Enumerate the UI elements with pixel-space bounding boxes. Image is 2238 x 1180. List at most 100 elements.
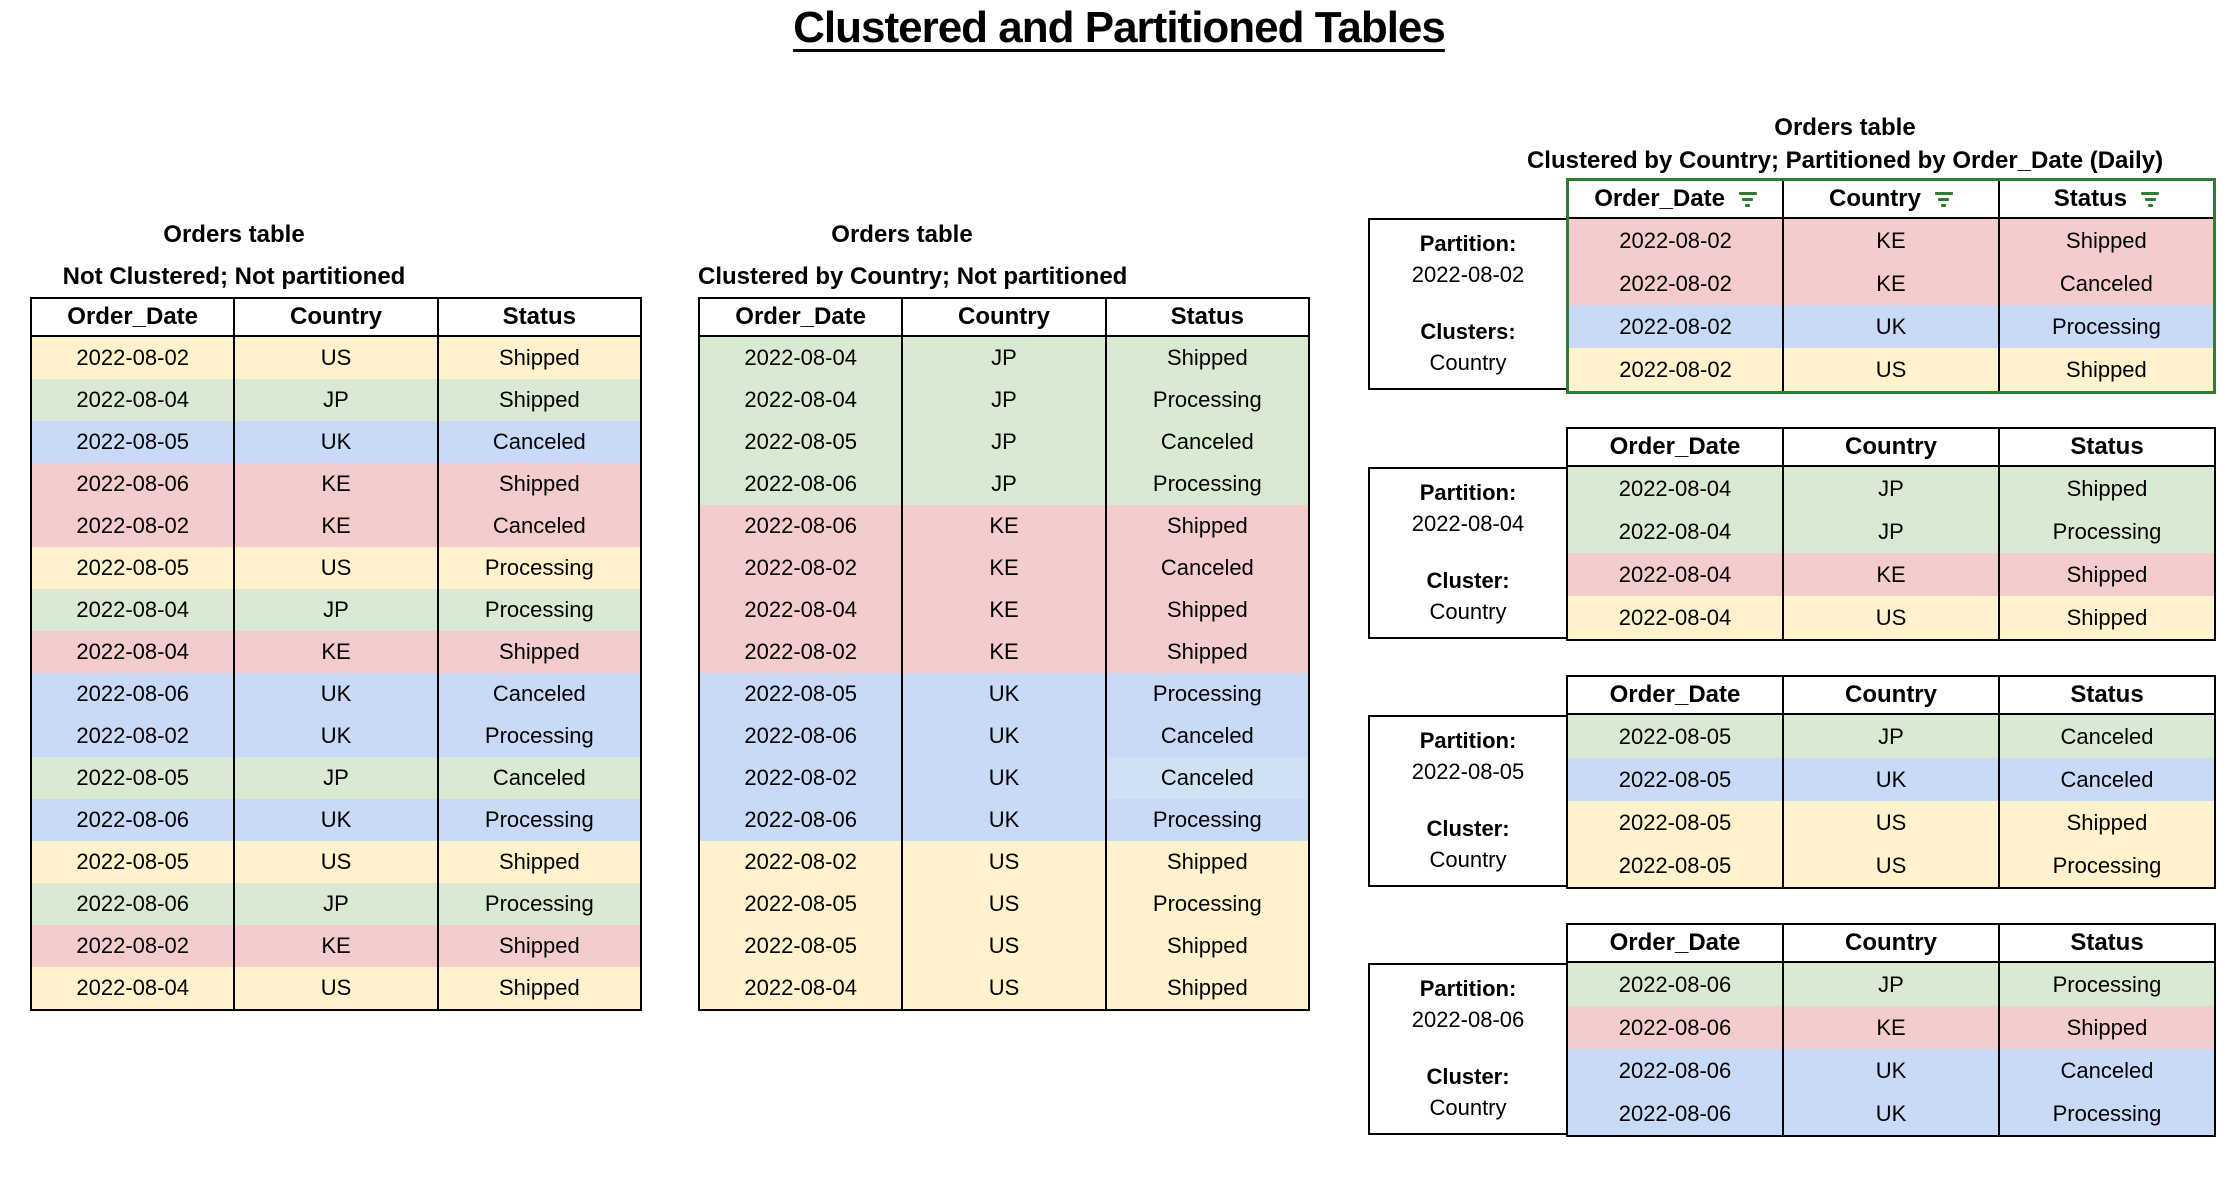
- partition-block-2022-08-06: Partition: 2022-08-06 Cluster: Country O…: [1368, 923, 2216, 1137]
- cell-country: US: [901, 967, 1107, 1010]
- table-row: 2022-08-06 JP Processing: [1566, 962, 2216, 1006]
- cell-status: Shipped: [1104, 967, 1311, 1010]
- cell-country: JP: [233, 757, 439, 799]
- cell-status: Processing: [1998, 962, 2216, 1006]
- cell-status: Processing: [1998, 844, 2216, 888]
- cell-date: 2022-08-05: [1566, 714, 1784, 758]
- table-row: 2022-08-04 KE Shipped: [697, 589, 1311, 631]
- cell-country: US: [233, 547, 439, 589]
- cell-date: 2022-08-05: [29, 841, 236, 883]
- column-header-status: Status: [1104, 298, 1311, 337]
- cell-status: Shipped: [1997, 218, 2216, 262]
- cell-country: JP: [901, 463, 1107, 505]
- column-header-label: Status: [2053, 185, 2128, 212]
- column-header-label: Order_Date: [1594, 185, 1725, 212]
- cell-status: Canceled: [436, 421, 643, 463]
- table-row: 2022-08-05 JP Canceled: [697, 421, 1311, 463]
- table-row: 2022-08-02 KE Canceled: [1566, 262, 2216, 305]
- table-row: 2022-08-05 US Shipped: [29, 841, 643, 883]
- cell-date: 2022-08-05: [697, 421, 904, 463]
- header-row: Order_Date Country Status: [1566, 924, 2216, 963]
- cell-date: 2022-08-05: [1566, 801, 1784, 844]
- cell-country: KE: [1782, 218, 2000, 262]
- cell-country: KE: [901, 547, 1107, 589]
- table-row: 2022-08-06 UK Canceled: [29, 673, 643, 715]
- cell-date: 2022-08-06: [1566, 1049, 1784, 1092]
- cell-status: Processing: [1104, 379, 1311, 421]
- cell-date: 2022-08-04: [29, 379, 236, 421]
- cell-status: Canceled: [436, 673, 643, 715]
- cell-date: 2022-08-06: [29, 799, 236, 841]
- table-row: 2022-08-04 JP Shipped: [697, 336, 1311, 379]
- cell-status: Processing: [436, 799, 643, 841]
- cell-country: US: [901, 841, 1107, 883]
- table-row: 2022-08-02 US Shipped: [1566, 348, 2216, 393]
- column-header-status: Status: [1998, 676, 2216, 715]
- partition-value: 2022-08-02: [1411, 262, 1525, 287]
- table-row: 2022-08-06 KE Shipped: [1566, 1006, 2216, 1049]
- partition-label: Partition:: [1419, 480, 1517, 505]
- cell-status: Shipped: [436, 631, 643, 673]
- cell-country: US: [1782, 596, 2000, 640]
- cell-date: 2022-08-04: [697, 336, 904, 379]
- partition-block-2022-08-05: Partition: 2022-08-05 Cluster: Country O…: [1368, 675, 2216, 889]
- filter-icon: [1738, 192, 1757, 208]
- cell-status: Canceled: [1104, 421, 1311, 463]
- table-header: Order_Date Country Status: [29, 298, 643, 337]
- table-row: 2022-08-05 UK Canceled: [1566, 758, 2216, 801]
- cell-status: Processing: [1104, 799, 1311, 841]
- cell-date: 2022-08-02: [29, 336, 236, 379]
- cell-country: US: [901, 925, 1107, 967]
- column-header-order-date: Order_Date: [29, 298, 236, 337]
- cell-status: Shipped: [1998, 553, 2216, 596]
- cell-date: 2022-08-05: [29, 757, 236, 799]
- table-body: 2022-08-02 US Shipped 2022-08-04 JP Shipped 20…: [29, 336, 643, 1010]
- cell-status: Shipped: [1104, 841, 1311, 883]
- table-row: 2022-08-04 US Shipped: [29, 967, 643, 1010]
- table-row: 2022-08-06 UK Processing: [697, 799, 1311, 841]
- cell-status: Canceled: [1104, 757, 1311, 799]
- table-row: 2022-08-04 JP Processing: [697, 379, 1311, 421]
- cell-country: US: [233, 336, 439, 379]
- table-row: 2022-08-06 KE Shipped: [697, 505, 1311, 547]
- orders-table-unclustered: Order_Date Country Status 2022-08-02 US Sh…: [29, 297, 643, 1011]
- column-header-status: Status: [1997, 179, 2216, 219]
- cluster-value: Country: [1429, 599, 1507, 624]
- cell-country: UK: [901, 799, 1107, 841]
- table-row: 2022-08-02 US Shipped: [697, 841, 1311, 883]
- cell-country: KE: [233, 925, 439, 967]
- filter-icon: [2141, 192, 2160, 208]
- cell-country: UK: [1782, 1092, 2000, 1136]
- partition-label: Partition:: [1419, 976, 1517, 1001]
- table-row: 2022-08-05 US Processing: [697, 883, 1311, 925]
- partition-label: Partition:: [1419, 728, 1517, 753]
- cell-status: Processing: [436, 883, 643, 925]
- partition-label: Partition:: [1419, 231, 1517, 256]
- table-row: 2022-08-05 US Processing: [1566, 844, 2216, 888]
- cell-country: KE: [233, 463, 439, 505]
- column-header-order-date: Order_Date: [1566, 428, 1784, 467]
- table-row: 2022-08-02 KE Shipped: [1566, 218, 2216, 262]
- cell-status: Processing: [436, 715, 643, 757]
- table-row: 2022-08-06 UK Processing: [1566, 1092, 2216, 1136]
- cell-status: Canceled: [1997, 262, 2216, 305]
- cell-status: Processing: [436, 547, 643, 589]
- cell-date: 2022-08-04: [1566, 510, 1784, 553]
- cell-date: 2022-08-06: [697, 715, 904, 757]
- table-header: Order_Date Country Status: [1566, 179, 2216, 219]
- header-row: Order_Date Country Status: [1566, 179, 2216, 219]
- partition-label-box: Partition: 2022-08-02 Clusters: Country: [1368, 218, 1566, 390]
- cluster-label: Cluster:: [1426, 568, 1510, 593]
- table-header: Order_Date Country Status: [1566, 676, 2216, 715]
- orders-table-clustered: Order_Date Country Status 2022-08-04 JP Sh…: [697, 297, 1311, 1011]
- column-header-status: Status: [1998, 428, 2216, 467]
- cluster-value: Country: [1429, 847, 1507, 872]
- table-header: Order_Date Country Status: [697, 298, 1311, 337]
- unclustered-table-subtitle: Not Clustered; Not partitioned: [62, 263, 406, 290]
- cell-date: 2022-08-02: [1566, 218, 1785, 262]
- cell-status: Canceled: [1998, 714, 2216, 758]
- clustered-table-subtitle: Clustered by Country; Not partitioned: [698, 263, 1128, 290]
- column-header-status: Status: [436, 298, 643, 337]
- cell-status: Shipped: [436, 336, 643, 379]
